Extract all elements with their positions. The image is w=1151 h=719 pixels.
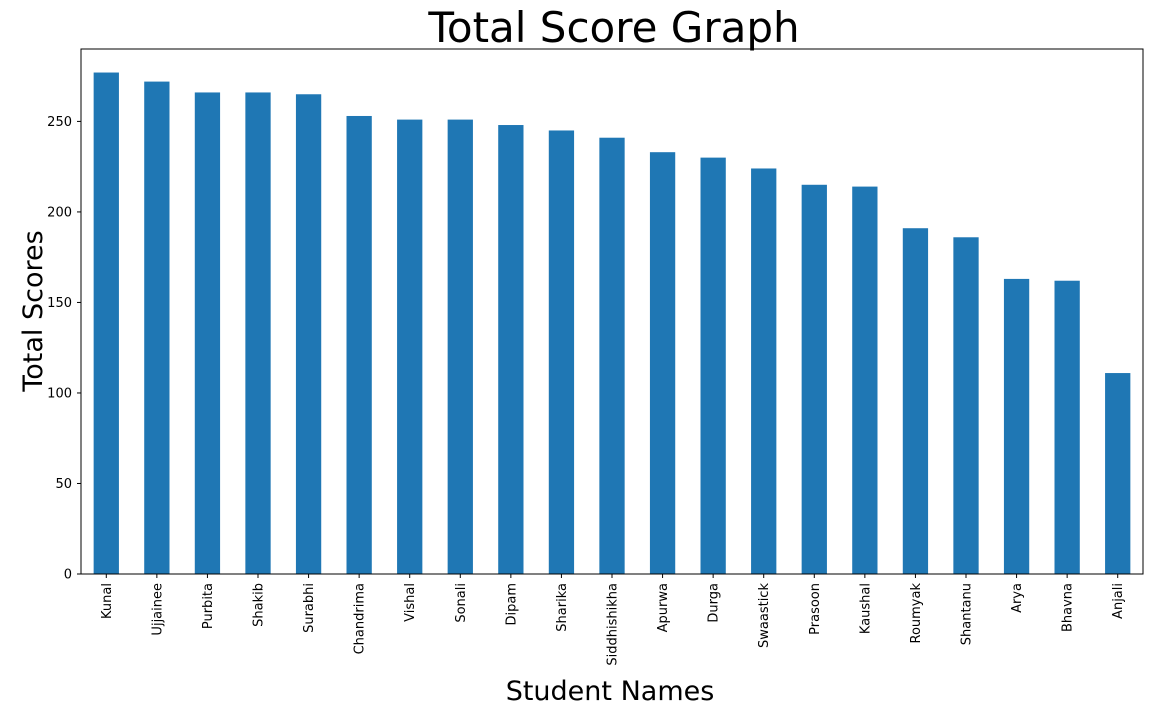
bar-surabhi: [295, 94, 322, 574]
bar-apurwa: [649, 152, 676, 574]
y-axis-label: Total Scores: [18, 230, 49, 392]
chart-title: Total Score Graph: [427, 3, 799, 52]
y-tick-label: 0: [64, 568, 72, 583]
x-tick-label: Siddhishikha: [606, 583, 621, 666]
bar-purbita: [194, 92, 221, 574]
bar-ujjainee: [144, 81, 170, 574]
x-tick-label: Vishal: [403, 583, 418, 622]
bar-shakib: [245, 92, 271, 574]
bar-swaastick: [751, 168, 777, 575]
bar-kaushal: [852, 186, 878, 574]
x-tick-label: Swaastick: [757, 583, 772, 648]
y-tick-label: 200: [47, 205, 72, 220]
bar-sonali: [447, 119, 473, 574]
x-tick-label: Shakib: [252, 583, 267, 627]
y-tick-label: 150: [47, 296, 72, 311]
x-tick-label: Chandrima: [353, 583, 368, 654]
x-tick-label: Surabhi: [302, 583, 317, 633]
bar-dipam: [498, 125, 524, 574]
bars-layer: [93, 72, 1131, 575]
bar-siddhishikha: [599, 137, 625, 574]
x-axis-label: Student Names: [506, 676, 715, 707]
bar-durga: [700, 157, 726, 574]
y-axis-ticks: 0 50 100 150 200 250: [47, 115, 81, 583]
y-tick-label: 250: [47, 115, 72, 130]
x-tick-label: Arya: [1010, 583, 1025, 613]
bar-vishal: [397, 119, 423, 574]
bar-sharika: [548, 130, 575, 574]
x-tick-label: Kaushal: [858, 583, 873, 634]
x-tick-label: Sonali: [454, 583, 469, 623]
x-tick-label: Roumyak: [909, 583, 924, 644]
x-tick-label: Kunal: [100, 583, 115, 619]
x-tick-label: Apurwa: [656, 583, 671, 632]
x-tick-label: Ujjainee: [150, 583, 165, 636]
x-tick-label: Dipam: [504, 583, 519, 626]
bar-prasoon: [801, 184, 827, 574]
bar-bhavna: [1054, 280, 1080, 574]
x-tick-label: Sharika: [555, 583, 570, 632]
plot-frame: [80, 48, 1144, 575]
x-tick-label: Shantanu: [960, 583, 975, 645]
bar-roumyak: [902, 228, 929, 574]
bar-chandrima: [346, 115, 372, 574]
y-tick-label: 100: [47, 386, 72, 401]
x-tick-label: Anjali: [1111, 583, 1126, 619]
y-tick-label: 50: [55, 477, 72, 492]
x-tick-label: Bhavna: [1061, 583, 1076, 632]
x-tick-label: Durga: [707, 583, 722, 623]
bar-shantanu: [953, 237, 979, 574]
x-axis-ticks: Kunal Ujjainee Purbita Shakib Surabhi Chandri…: [100, 574, 1126, 666]
x-tick-label: Prasoon: [808, 583, 823, 635]
bar-kunal: [93, 72, 119, 574]
bar-arya: [1003, 278, 1030, 574]
x-tick-label: Purbita: [201, 583, 216, 629]
bar-anjali: [1105, 373, 1131, 574]
